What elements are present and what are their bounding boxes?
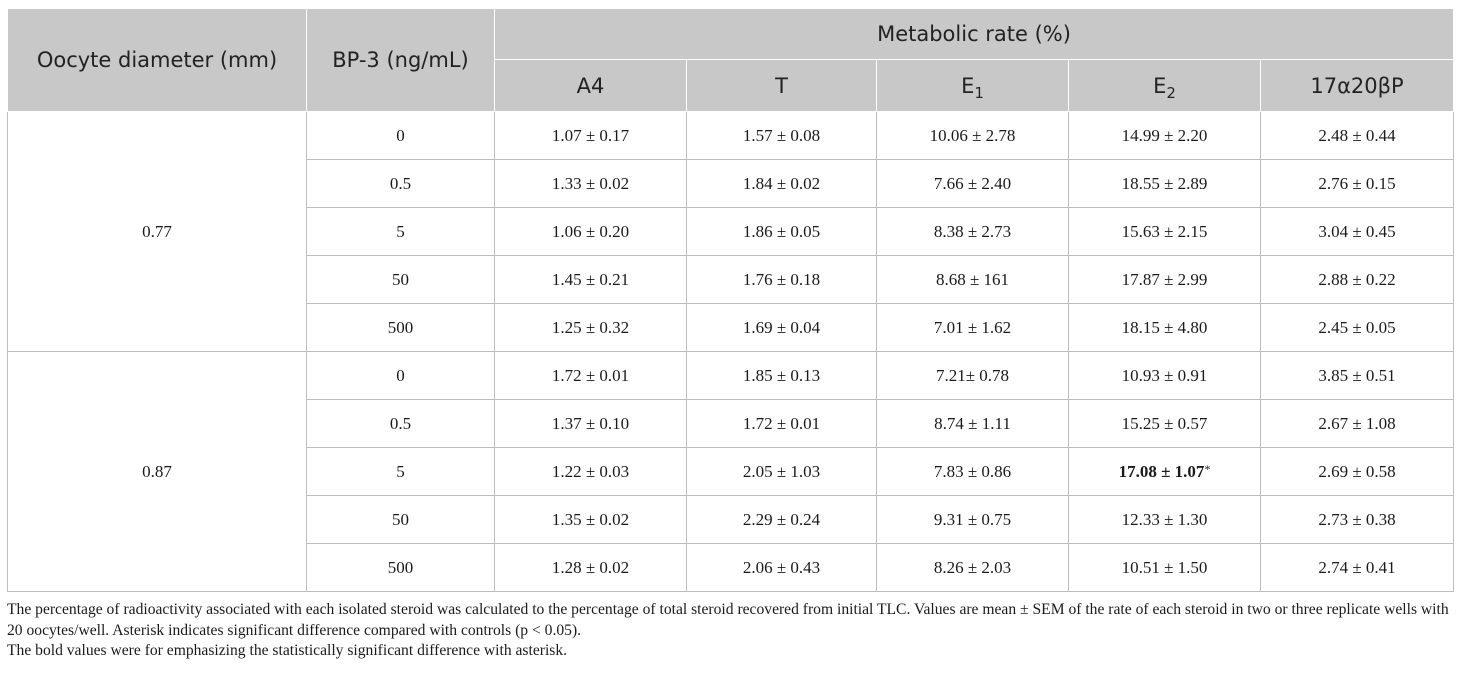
value-cell: 14.99 ± 2.20	[1068, 111, 1261, 160]
value-cell: 1.69 ± 0.04	[686, 303, 877, 352]
value-cell: 1.45 ± 0.21	[494, 255, 687, 304]
asterisk-mark: *	[1204, 461, 1211, 476]
header-e2: E2	[1068, 59, 1261, 112]
value-cell: 2.29 ± 0.24	[686, 495, 877, 544]
value-cell: 8.68 ± 161	[876, 255, 1069, 304]
table-row: 500 1.28 ± 0.02 2.06 ± 0.43 8.26 ± 2.03 10.5…	[8, 543, 1455, 592]
value-cell: 8.38 ± 2.73	[876, 207, 1069, 256]
value-cell: 10.06 ± 2.78	[876, 111, 1069, 160]
value-cell: 18.55 ± 2.89	[1068, 159, 1261, 208]
bp3-cell: 5	[306, 207, 495, 256]
table-body: 0.77 0 1.07 ± 0.17 1.57 ± 0.08 10.06 ± 2.78 1…	[7, 111, 1455, 592]
bp3-cell: 50	[306, 495, 495, 544]
value-cell: 3.04 ± 0.45	[1259, 207, 1455, 256]
bp3-cell: 0	[306, 111, 495, 160]
table-row: 5 1.06 ± 0.20 1.86 ± 0.05 8.38 ± 2.73 15.63 …	[8, 207, 1455, 256]
value-cell: 2.06 ± 0.43	[686, 543, 877, 592]
value-cell: 17.08 ± 1.07*	[1068, 447, 1261, 496]
value-cell: 1.06 ± 0.20	[494, 207, 687, 256]
value-cell: 2.48 ± 0.44	[1259, 111, 1455, 160]
bp3-cell: 0.5	[306, 399, 495, 448]
header-e1: E1	[876, 59, 1069, 112]
bp3-cell: 0.5	[306, 159, 495, 208]
value-cell: 1.28 ± 0.02	[494, 543, 687, 592]
value-cell: 1.85 ± 0.13	[686, 351, 877, 400]
header-bp3: BP-3 (ng/mL)	[306, 8, 495, 112]
value-cell: 10.93 ± 0.91	[1068, 351, 1261, 400]
oocyte-diameter-cell: 0.77	[7, 111, 307, 352]
footnote-2: The bold values were for emphasizing the…	[7, 642, 568, 659]
value-cell: 15.25 ± 0.57	[1068, 399, 1261, 448]
value-cell: 2.67 ± 1.08	[1259, 399, 1455, 448]
value-cell: 7.83 ± 0.86	[876, 447, 1069, 496]
value-cell: 1.76 ± 0.18	[686, 255, 877, 304]
table-row: 5 1.22 ± 0.03 2.05 ± 1.03 7.83 ± 0.86 17.08 …	[8, 447, 1455, 496]
value-cell: 1.86 ± 0.05	[686, 207, 877, 256]
value-cell: 8.26 ± 2.03	[876, 543, 1069, 592]
value-cell: 1.84 ± 0.02	[686, 159, 877, 208]
header-metabolic-rate: Metabolic rate (%)	[493, 8, 1455, 60]
value-cell: 8.74 ± 1.11	[876, 399, 1069, 448]
table-row: 0.87 0 1.72 ± 0.01 1.85 ± 0.13 7.21± 0.78 10.…	[7, 351, 1455, 592]
value-cell: 2.76 ± 0.15	[1259, 159, 1455, 208]
value-cell: 1.33 ± 0.02	[494, 159, 687, 208]
bp3-cell: 500	[306, 543, 495, 592]
table-container: Oocyte diameter (mm) BP-3 (ng/mL) Metabo…	[7, 8, 1455, 592]
value-cell: 2.74 ± 0.41	[1259, 543, 1455, 592]
value-cell: 17.87 ± 2.99	[1068, 255, 1261, 304]
value-cell: 2.73 ± 0.38	[1259, 495, 1455, 544]
bp3-cell: 500	[306, 303, 495, 352]
bp3-cell: 5	[306, 447, 495, 496]
table-header: Oocyte diameter (mm) BP-3 (ng/mL) Metabo…	[7, 8, 1455, 112]
header-t: T	[686, 59, 877, 112]
value-cell: 1.22 ± 0.03	[494, 447, 687, 496]
value-cell: 10.51 ± 1.50	[1068, 543, 1261, 592]
value-cell: 15.63 ± 2.15	[1068, 207, 1261, 256]
value-cell: 1.57 ± 0.08	[686, 111, 877, 160]
footnote-1: The percentage of radioactivity associat…	[7, 601, 1449, 639]
bp3-cell: 50	[306, 255, 495, 304]
value-cell: 7.66 ± 2.40	[876, 159, 1069, 208]
value-cell: 1.37 ± 0.10	[494, 399, 687, 448]
value-cell: 1.25 ± 0.32	[494, 303, 687, 352]
value-cell: 2.69 ± 0.58	[1259, 447, 1455, 496]
value-cell: 3.85 ± 0.51	[1259, 351, 1455, 400]
table-row: 0.77 0 1.07 ± 0.17 1.57 ± 0.08 10.06 ± 2.78 1…	[7, 111, 1455, 352]
value-cell: 1.35 ± 0.02	[494, 495, 687, 544]
value-cell: 1.72 ± 0.01	[686, 399, 877, 448]
value-cell: 12.33 ± 1.30	[1068, 495, 1261, 544]
oocyte-diameter-cell: 0.87	[7, 351, 307, 592]
value-cell: 2.45 ± 0.05	[1259, 303, 1455, 352]
footnotes: The percentage of radioactivity associat…	[7, 600, 1455, 662]
value-cell: 2.88 ± 0.22	[1259, 255, 1455, 304]
header-17a20bp: 17α20βP	[1259, 59, 1455, 112]
header-a4: A4	[494, 59, 687, 112]
value-cell: 7.21± 0.78	[876, 351, 1069, 400]
value-cell: 1.07 ± 0.17	[494, 111, 687, 160]
value-cell: 18.15 ± 4.80	[1068, 303, 1261, 352]
value-cell: 9.31 ± 0.75	[876, 495, 1069, 544]
bp3-cell: 0	[306, 351, 495, 400]
value-cell: 2.05 ± 1.03	[686, 447, 877, 496]
metabolic-rate-table: Oocyte diameter (mm) BP-3 (ng/mL) Metabo…	[7, 8, 1455, 592]
table-row: 0.5 1.33 ± 0.02 1.84 ± 0.02 7.66 ± 2.40 18.5…	[8, 159, 1455, 208]
value-cell: 1.72 ± 0.01	[494, 351, 687, 400]
header-oocyte-diameter: Oocyte diameter (mm)	[7, 8, 307, 112]
value-cell: 7.01 ± 1.62	[876, 303, 1069, 352]
significant-value: 17.08 ± 1.07	[1118, 461, 1205, 481]
